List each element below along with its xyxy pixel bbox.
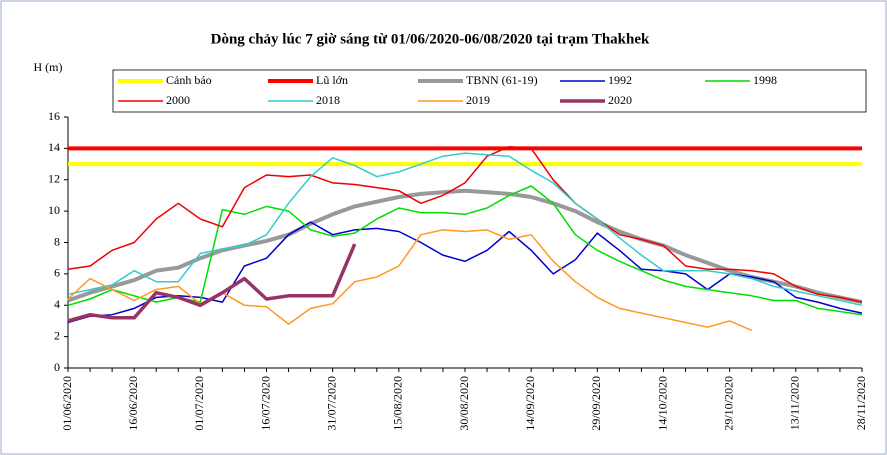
series-line (67, 243, 357, 323)
legend-label: 2020 (608, 93, 632, 107)
x-tick-label: 01/06/2020 (60, 376, 74, 431)
legend-label: 1992 (608, 73, 632, 87)
y-tick-label: 16 (48, 109, 60, 123)
y-tick-label: 12 (48, 172, 60, 186)
legend-label: 2019 (466, 93, 490, 107)
legend-label: 2018 (316, 93, 340, 107)
legend-label: TBNN (61-19) (466, 73, 538, 87)
x-tick-label: 14/10/2020 (655, 376, 669, 431)
y-tick-label: 10 (48, 203, 60, 217)
x-tick-label: 30/08/2020 (457, 376, 471, 431)
legend-label: Lũ lớn (316, 73, 348, 87)
x-tick-label: 31/07/2020 (324, 376, 338, 431)
x-tick-label: 28/11/2020 (854, 376, 868, 430)
series-line (67, 152, 863, 307)
series-line (67, 185, 863, 316)
y-tick-label: 14 (48, 140, 60, 154)
legend-label: 1998 (753, 73, 777, 87)
y-tick-label: 6 (54, 266, 60, 280)
legend-label: 2000 (166, 93, 190, 107)
series-line (67, 229, 752, 332)
y-tick-label: 2 (54, 328, 60, 342)
y-tick-label: 4 (54, 297, 60, 311)
chart-title: Dòng chảy lúc 7 giờ sáng từ 01/06/2020-0… (211, 31, 650, 47)
x-tick-label: 13/11/2020 (788, 376, 802, 430)
legend (112, 69, 867, 113)
x-tick-label: 29/10/2020 (721, 376, 735, 431)
y-axis-label: H (m) (34, 60, 63, 74)
series-line (67, 146, 863, 303)
x-tick-label: 15/08/2020 (391, 376, 405, 431)
x-tick-label: 29/09/2020 (589, 376, 603, 431)
legend-label: Cảnh báo (166, 73, 212, 87)
x-tick-label: 14/09/2020 (523, 376, 537, 431)
x-tick-label: 01/07/2020 (192, 376, 206, 431)
x-tick-label: 16/06/2020 (126, 376, 140, 431)
x-tick-label: 16/07/2020 (258, 376, 272, 431)
series-line (67, 188, 863, 305)
y-tick-label: 0 (54, 360, 60, 374)
y-tick-label: 8 (54, 234, 60, 248)
